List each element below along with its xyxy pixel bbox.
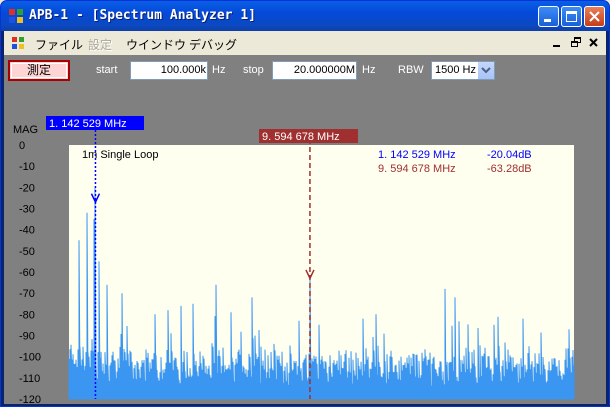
app-icon — [9, 9, 23, 23]
marker-2-arrow — [305, 269, 315, 281]
y-tick-label: -80 — [19, 309, 35, 321]
y-tick-label: -60 — [19, 267, 35, 279]
marker-2-readout-level: -63.28dB — [487, 163, 532, 175]
maximize-icon — [566, 11, 577, 22]
rbw-label: RBW — [398, 64, 424, 76]
y-tick-label: -70 — [19, 288, 35, 300]
menu-window[interactable]: ウインドウ — [126, 38, 187, 52]
start-label: start — [96, 64, 118, 76]
y-tick-label: 0 — [19, 140, 25, 152]
menu-settings[interactable]: 設定 — [88, 38, 113, 52]
marker-1-readout-freq: 1. 142 529 MHz — [378, 149, 456, 161]
graph-area: MAG 0 -10 -20 -30 -40 -50 -60 -70 -80 -90 -100 -110 -… — [4, 86, 606, 404]
mdi-close-icon[interactable] — [589, 38, 599, 48]
marker-2-flag[interactable] — [259, 129, 358, 143]
minimize-icon — [544, 19, 551, 22]
rbw-select[interactable]: 1500 Hz — [431, 61, 495, 80]
y-tick-label: -20 — [19, 182, 35, 194]
stop-frequency-input[interactable]: 20.000000M — [272, 61, 357, 80]
window-title: APB-1 - [Spectrum Analyzer 1] — [29, 8, 256, 23]
y-tick-label: -10 — [19, 161, 35, 173]
y-tick-label: -100 — [19, 352, 41, 364]
x-tick-label: 6 — [216, 403, 221, 404]
toolbar: 測定 start 100.000k Hz stop 20.000000M Hz … — [4, 55, 606, 86]
measure-button[interactable]: 測定 — [8, 60, 70, 81]
menu-bar: ファイル 設定 ウインドウ デバッグ — [4, 31, 606, 55]
start-frequency-input[interactable]: 100.000k — [130, 61, 208, 80]
x-tick-label: 14 — [419, 403, 429, 404]
marker-1-flag-label: 1. 142 529 MHz — [49, 118, 127, 130]
maximize-button[interactable] — [561, 6, 582, 27]
close-icon — [589, 11, 600, 22]
y-tick-label: -90 — [19, 331, 35, 343]
y-tick-label: -40 — [19, 225, 35, 237]
stop-unit-label: Hz — [362, 64, 376, 76]
x-tick-label: 10 — [317, 403, 327, 404]
mdi-restore-icon[interactable] — [571, 37, 582, 48]
marker-1-arrow — [90, 193, 101, 204]
menu-file[interactable]: ファイル — [35, 38, 84, 52]
x-tick-label: 2 — [114, 403, 119, 404]
close-button[interactable] — [584, 6, 605, 27]
marker-1-readout-level: -20.04dB — [487, 149, 532, 161]
spectrum-trace — [68, 187, 575, 400]
client-area: ファイル 設定 ウインドウ デバッグ 測定 start 100.000k Hz … — [4, 31, 606, 404]
y-tick-label: -110 — [19, 373, 40, 385]
minimize-button[interactable] — [538, 6, 559, 27]
y-tick-label: -30 — [19, 204, 35, 216]
y-tick-label: -50 — [19, 246, 35, 258]
x-tick-label: 4 — [165, 403, 170, 404]
y-tick-label: -120 — [19, 394, 41, 404]
x-tick-label: 18 — [520, 403, 530, 404]
document-icon[interactable] — [12, 37, 24, 49]
mode-label: 1m Single Loop — [82, 149, 158, 161]
marker-1-flag[interactable] — [46, 116, 144, 130]
title-bar[interactable]: APB-1 - [Spectrum Analyzer 1] — [1, 1, 609, 31]
start-unit-label: Hz — [212, 64, 226, 76]
y-axis-label: MAG — [13, 124, 38, 136]
stop-label: stop — [243, 64, 264, 76]
x-tick-label: 12 — [368, 403, 378, 404]
marker-2-flag-label: 9. 594 678 MHz — [262, 131, 340, 143]
mdi-minimize-icon[interactable] — [552, 38, 562, 48]
marker-2-readout-freq: 9. 594 678 MHz — [378, 163, 456, 175]
spectrum-chart[interactable]: MAG 0 -10 -20 -30 -40 -50 -60 -70 -80 -90 -100 -110 -… — [4, 86, 606, 404]
rbw-dropdown-button[interactable] — [477, 62, 494, 79]
rbw-value: 1500 Hz — [435, 64, 476, 76]
x-tick-label: 8 — [266, 403, 271, 404]
chevron-down-icon — [481, 67, 491, 74]
x-tick-label: 16 — [469, 403, 479, 404]
menu-debug[interactable]: デバッグ — [189, 38, 238, 52]
